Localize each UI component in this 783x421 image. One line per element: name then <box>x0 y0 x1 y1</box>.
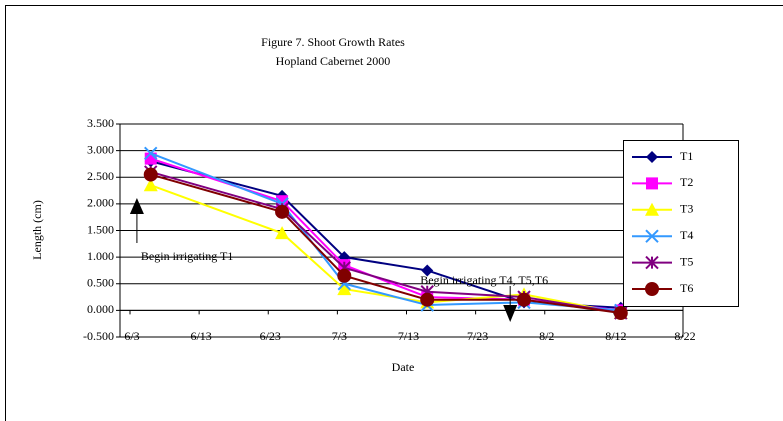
series-line <box>150 170 621 315</box>
x-tick-label: 8/22 <box>674 329 695 343</box>
legend: T1 T2 T3 T4 T5 T6 <box>623 140 739 307</box>
chart-title: Figure 7. Shoot Growth Rates <box>261 35 405 49</box>
legend-marker <box>645 202 659 216</box>
legend-marker <box>645 255 659 270</box>
x-tick-label: 8/12 <box>605 329 626 343</box>
x-tick-label: 6/23 <box>260 329 281 343</box>
marker <box>275 204 290 219</box>
y-tick-label: 3.000 <box>87 142 114 156</box>
x-tick-label: 7/23 <box>467 329 488 343</box>
series-line <box>150 173 621 315</box>
x-tick-label: 7/13 <box>398 329 419 343</box>
y-tick-label: 2.000 <box>87 196 114 210</box>
y-tick-label: -0.500 <box>83 329 114 343</box>
series-line <box>150 184 621 315</box>
y-tick-label: 0.000 <box>87 302 114 316</box>
y-tick-label: 3.500 <box>87 116 114 130</box>
legend-label: T3 <box>680 202 693 216</box>
legend-label: T2 <box>680 175 693 189</box>
x-tick-label: 6/13 <box>190 329 211 343</box>
y-tick-label: 1.000 <box>87 249 114 263</box>
marker <box>421 264 434 277</box>
marker <box>276 195 289 208</box>
marker <box>143 178 158 192</box>
legend-box <box>623 140 739 307</box>
marker <box>144 146 158 160</box>
legend-marker <box>646 151 658 163</box>
legend-label: T5 <box>680 254 693 268</box>
marker <box>517 292 532 307</box>
legend-marker <box>645 282 659 296</box>
marker <box>337 282 352 296</box>
legend-label: T4 <box>680 228 693 242</box>
annotation: Begin irrigating T1 <box>141 249 233 263</box>
marker <box>613 306 628 321</box>
x-tick-label: 8/2 <box>539 329 554 343</box>
legend-label: T6 <box>680 281 693 295</box>
chart-subtitle: Hopland Cabernet 2000 <box>276 54 391 68</box>
y-axis-label: Length (cm) <box>30 200 44 260</box>
x-tick-label: 6/3 <box>124 329 139 343</box>
x-tick-label: 7/3 <box>332 329 347 343</box>
y-tick-label: 0.500 <box>87 276 114 290</box>
y-tick-label: 2.500 <box>87 169 114 183</box>
marker <box>337 268 352 283</box>
marker <box>275 226 290 240</box>
annotation: Begin irrigating T4, T5,T6 <box>420 273 548 287</box>
marker <box>143 167 158 182</box>
legend-marker <box>645 229 659 243</box>
marker <box>420 292 435 307</box>
annotation-arrowhead <box>129 198 144 214</box>
annotation-arrowhead <box>503 305 518 322</box>
legend-label: T1 <box>680 149 693 163</box>
legend-marker <box>646 177 658 190</box>
y-tick-label: 1.500 <box>87 222 114 236</box>
series-line <box>150 152 621 312</box>
x-axis-label: Date <box>392 360 415 374</box>
